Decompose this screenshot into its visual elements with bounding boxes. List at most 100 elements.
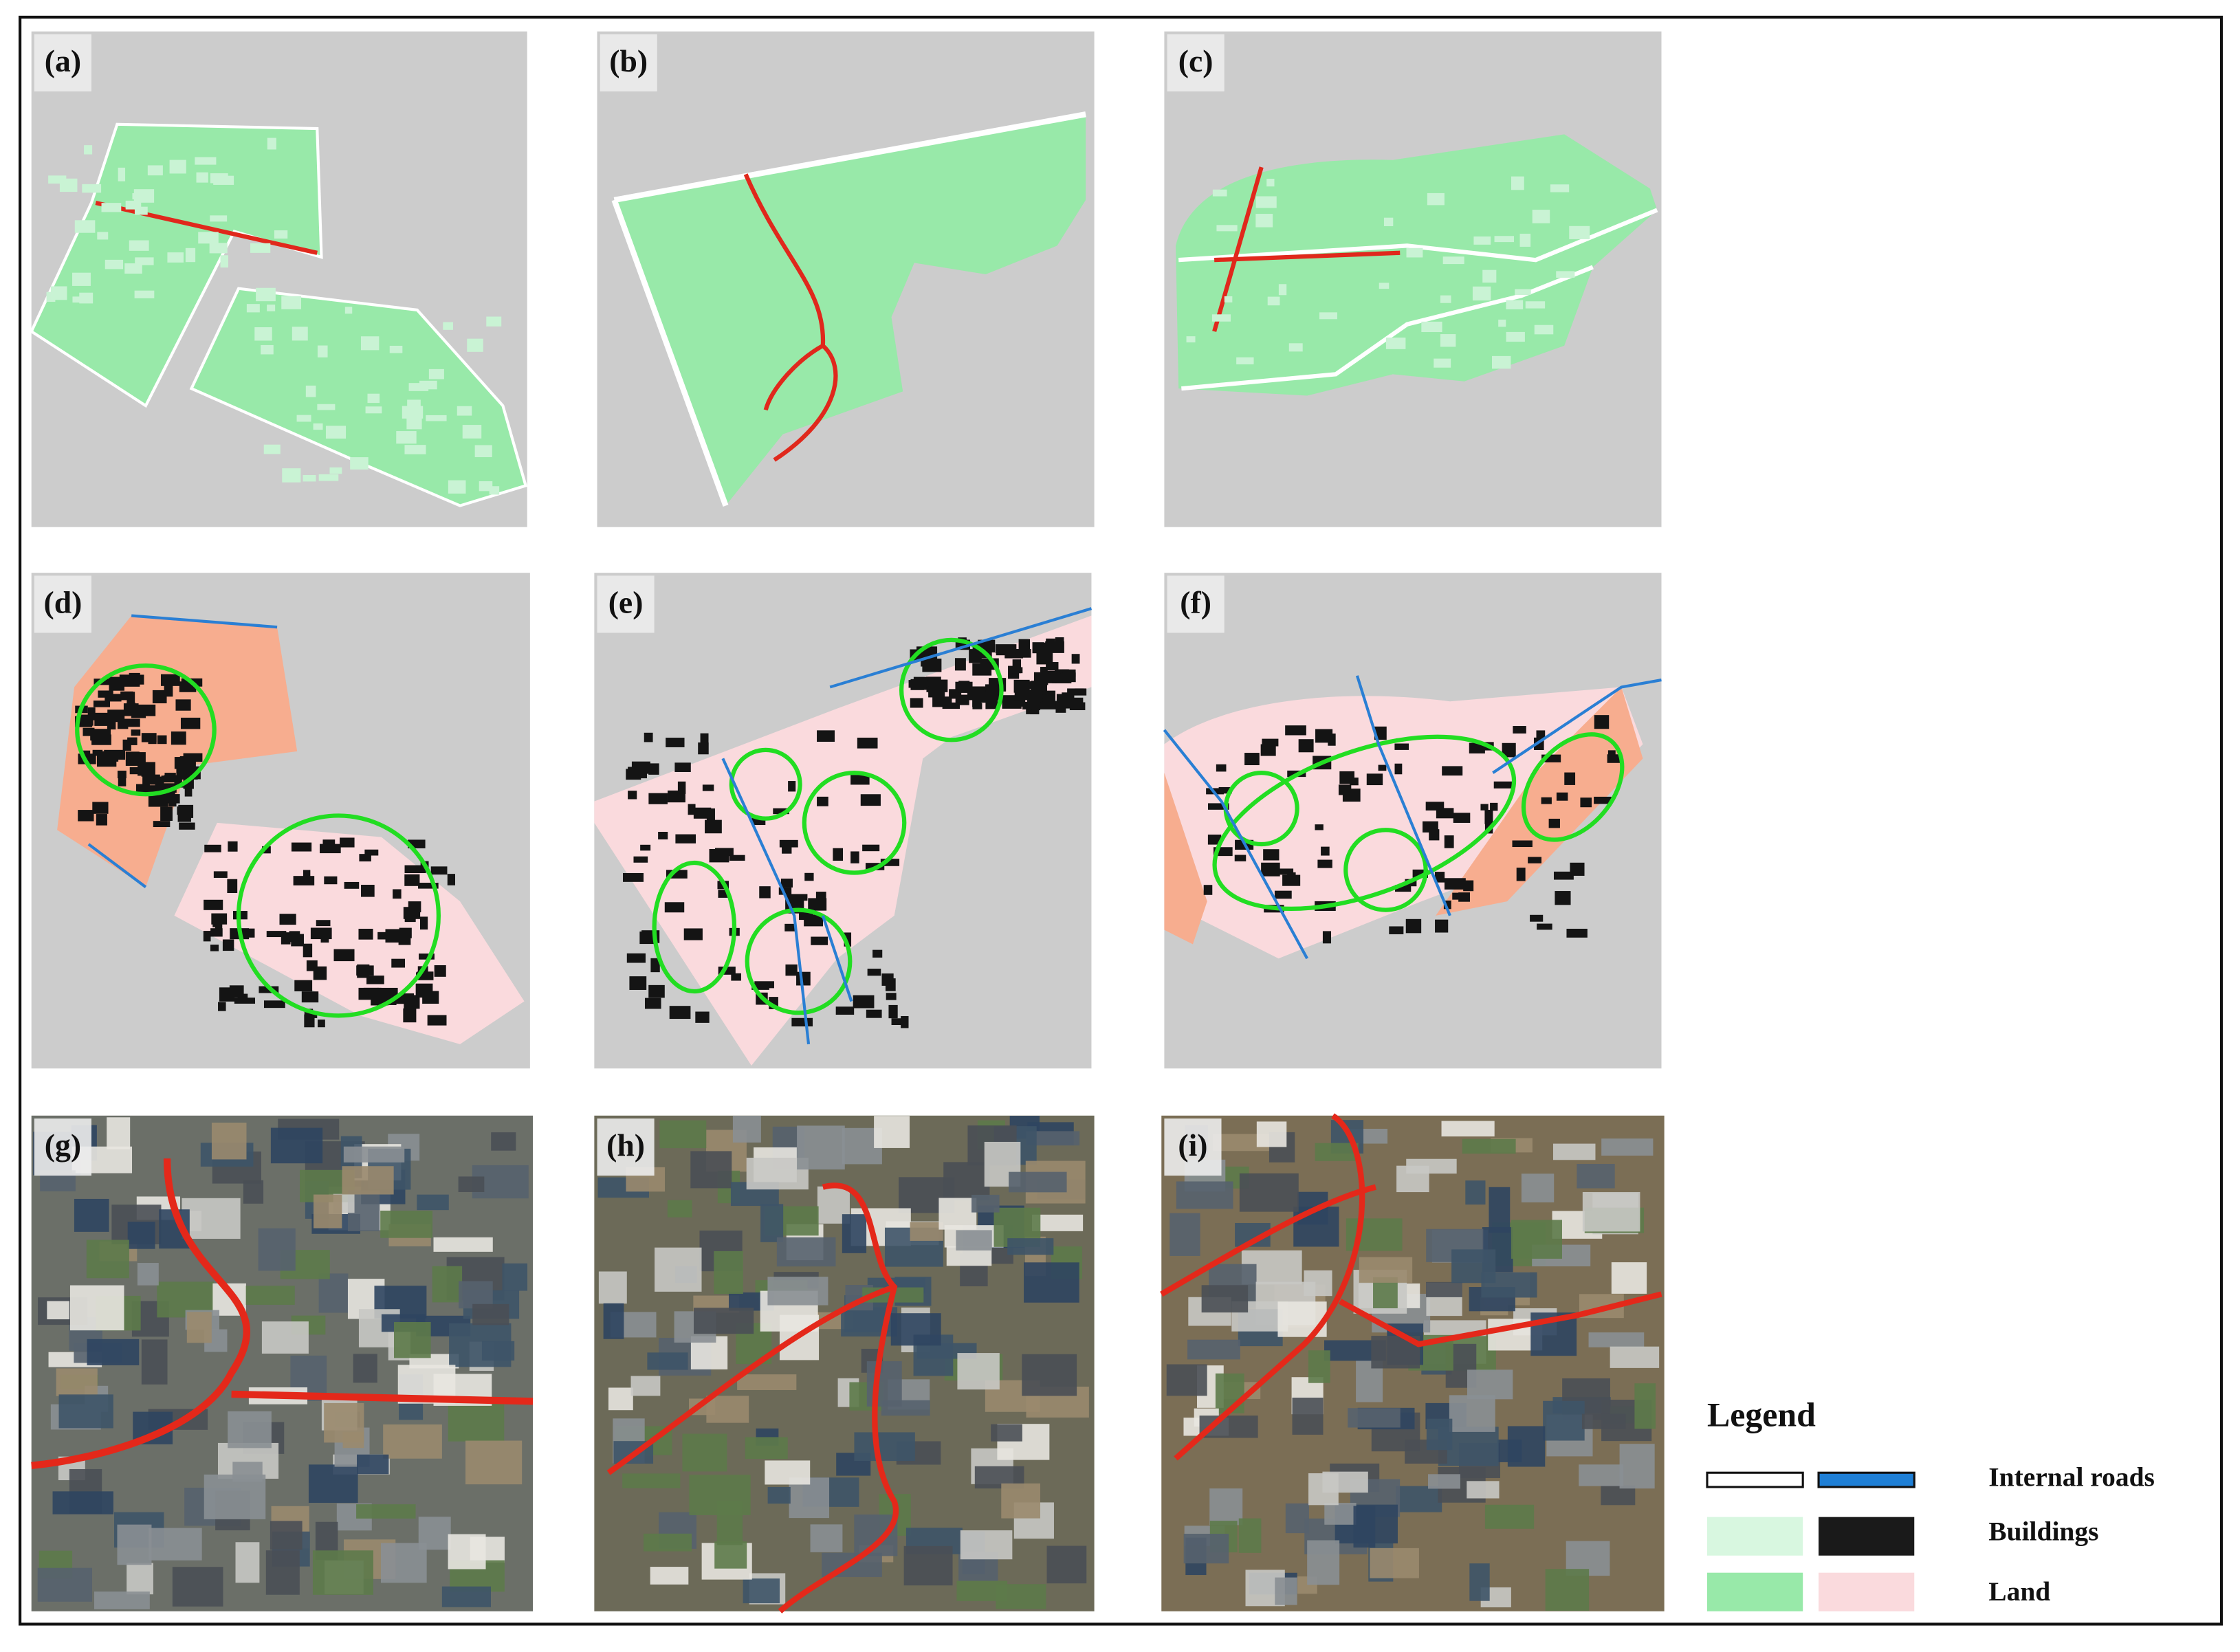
rooftop	[1465, 1180, 1486, 1205]
building	[1207, 834, 1222, 845]
building	[1511, 176, 1524, 190]
building	[1040, 701, 1056, 709]
building	[310, 927, 332, 940]
building	[674, 762, 691, 772]
rooftop	[603, 1303, 624, 1339]
building	[648, 984, 665, 998]
building	[428, 368, 444, 379]
building	[804, 914, 824, 927]
building	[404, 445, 426, 454]
building	[664, 902, 685, 913]
legend-swatch	[1819, 1572, 1915, 1611]
rooftop	[383, 1424, 442, 1459]
building	[811, 936, 828, 945]
rooftop	[682, 1433, 727, 1472]
building	[256, 287, 276, 302]
rooftop	[938, 1198, 977, 1230]
building	[427, 1015, 447, 1026]
building	[129, 767, 151, 775]
cluster	[899, 637, 1004, 742]
building	[867, 969, 881, 976]
rooftop	[261, 1321, 309, 1354]
rooftop	[910, 1222, 943, 1241]
building	[1267, 296, 1280, 306]
building	[1421, 321, 1442, 333]
building	[132, 193, 153, 200]
building	[179, 822, 195, 830]
building	[1548, 818, 1560, 828]
building	[125, 751, 140, 766]
rooftop	[943, 1162, 990, 1201]
building	[462, 425, 482, 439]
panel-label: (g)	[45, 1127, 81, 1163]
building	[267, 137, 276, 150]
rooftop	[1256, 1121, 1287, 1147]
building	[448, 480, 466, 494]
rooftop	[342, 1166, 394, 1195]
rooftop	[1292, 1398, 1324, 1435]
rooftop	[767, 1487, 791, 1504]
building	[886, 993, 897, 1000]
panel-label-bg	[34, 34, 91, 91]
building	[325, 426, 347, 439]
building	[985, 701, 998, 709]
building	[404, 874, 420, 886]
building	[669, 1006, 691, 1020]
building	[91, 733, 105, 742]
building	[316, 920, 331, 927]
rooftop	[270, 1521, 303, 1550]
building	[700, 733, 709, 745]
building	[296, 415, 311, 422]
land	[189, 287, 528, 507]
building	[1315, 824, 1324, 830]
building	[718, 890, 729, 898]
building	[152, 690, 167, 704]
building	[1594, 715, 1610, 729]
building	[729, 855, 745, 861]
building	[788, 781, 796, 792]
building	[1594, 796, 1612, 804]
building	[1493, 781, 1514, 789]
rooftop	[1031, 1214, 1084, 1231]
rooftop	[141, 1339, 168, 1385]
building	[1216, 225, 1238, 232]
building	[294, 980, 313, 992]
building	[1288, 343, 1303, 352]
rooftop	[1577, 1164, 1615, 1189]
building	[1009, 700, 1023, 707]
building	[177, 773, 198, 780]
rooftop	[622, 1473, 681, 1488]
rooftop	[874, 1116, 910, 1148]
rooftop	[1588, 1332, 1645, 1347]
rooftop	[956, 1230, 992, 1251]
building	[623, 872, 644, 882]
rooftop	[502, 1263, 528, 1291]
building	[1580, 797, 1592, 808]
building	[658, 831, 668, 840]
building	[185, 247, 196, 263]
building	[1436, 808, 1454, 819]
building	[644, 998, 661, 1009]
rooftop	[1581, 1413, 1626, 1429]
panel-label-bg	[34, 1118, 91, 1176]
building	[147, 165, 163, 176]
rooftop	[235, 1542, 260, 1583]
building	[1328, 734, 1336, 746]
cluster	[1212, 734, 1517, 912]
panel-label: (f)	[1180, 584, 1211, 619]
rooftop	[1428, 1474, 1460, 1489]
building	[1405, 918, 1422, 934]
building	[246, 304, 260, 313]
rooftop	[971, 1194, 1000, 1213]
building	[1298, 739, 1314, 753]
building	[92, 802, 109, 814]
rooftop	[1239, 1173, 1299, 1212]
rooftop	[342, 1431, 364, 1449]
rooftop	[667, 1200, 692, 1218]
building	[808, 898, 827, 911]
rooftop	[182, 1198, 241, 1239]
building	[403, 1008, 417, 1023]
building	[399, 927, 412, 938]
rooftop	[1176, 1181, 1233, 1209]
building	[1564, 772, 1576, 785]
